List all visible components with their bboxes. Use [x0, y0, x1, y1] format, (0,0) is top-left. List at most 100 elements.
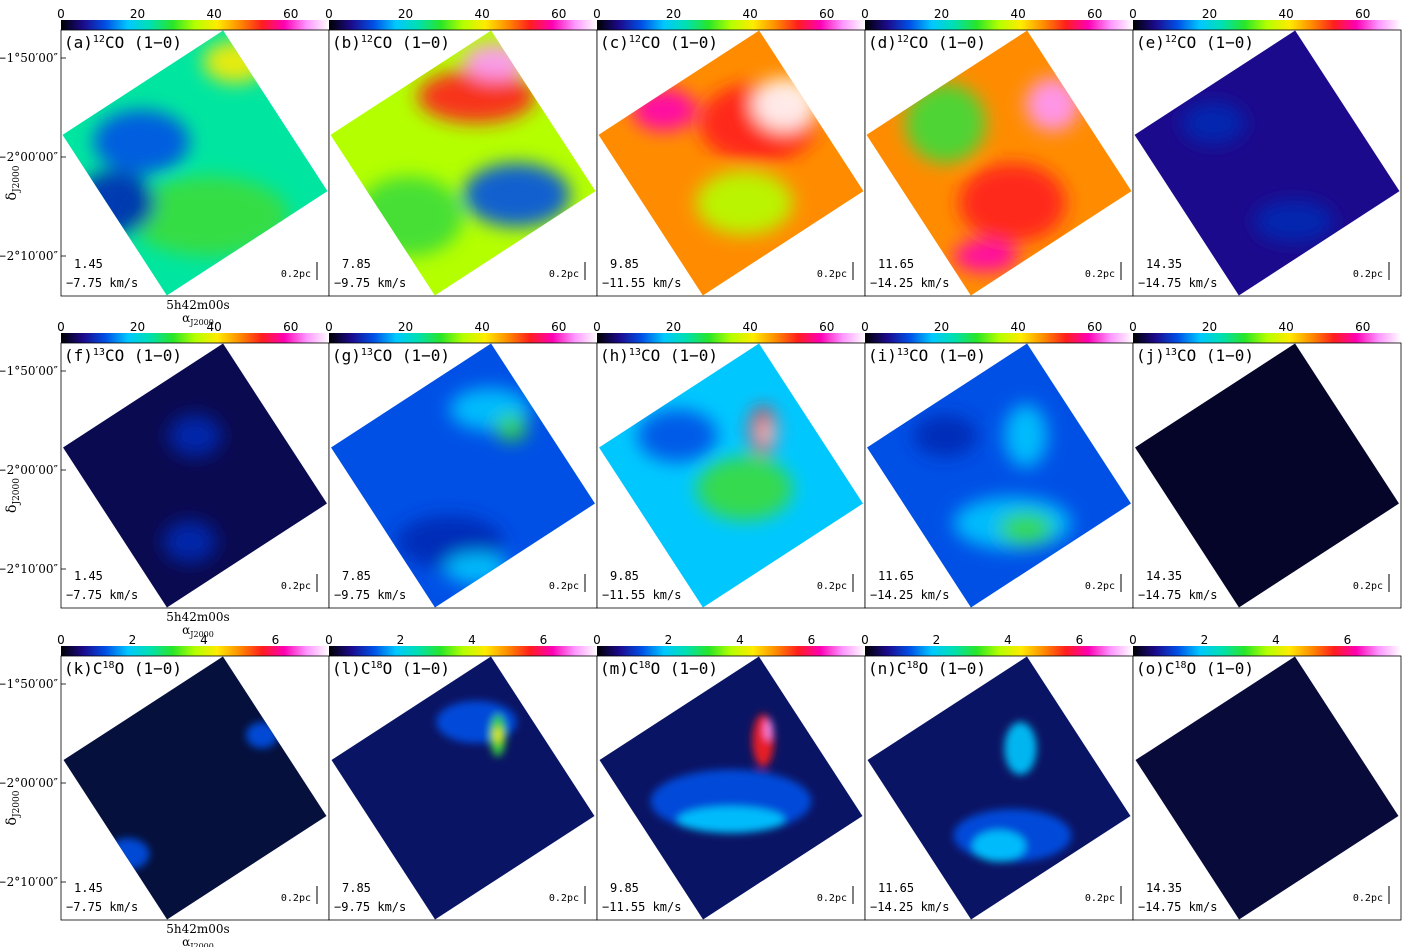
scale-bar-label: 0.2pc — [817, 581, 847, 592]
colorbar-tick-label: 0 — [57, 633, 65, 647]
colorbar-tick-label: 60 — [283, 7, 298, 21]
colorbar-tick-label: 60 — [551, 7, 566, 21]
colorbar-tick-label: 4 — [1004, 633, 1012, 647]
colorbar-tick-label: 2 — [129, 633, 137, 647]
colorbar-tick-label: 6 — [808, 633, 816, 647]
y-tick-label: −2°10′00″ — [0, 562, 59, 576]
colorbar-tick-label: 60 — [1355, 320, 1370, 334]
scale-bar-label: 0.2pc — [1085, 581, 1115, 592]
panel-title: (d)12CO (1−0) — [868, 33, 986, 52]
colorbar-tick-label: 0 — [325, 7, 333, 21]
velocity-low: 14.35 — [1146, 881, 1182, 895]
panel-title: (c)12CO (1−0) — [600, 33, 718, 52]
colorbar-tick-label: 60 — [1087, 320, 1102, 334]
colorbar-tick-label: 0 — [593, 7, 601, 21]
colorbar-tick-label: 4 — [736, 633, 744, 647]
colorbar — [597, 20, 865, 30]
colorbar-tick-label: 60 — [551, 320, 566, 334]
colorbar-tick-label: 6 — [1344, 633, 1352, 647]
velocity-high: −14.75 km/s — [1138, 588, 1217, 602]
velocity-low: 11.65 — [878, 569, 914, 583]
velocity-high: −11.55 km/s — [602, 588, 681, 602]
colorbar-tick-label: 20 — [398, 7, 413, 21]
colorbar-tick-label: 4 — [200, 633, 208, 647]
colorbar — [61, 646, 329, 656]
panel-d: 0204060K km/s(d)12CO (1−0)11.65−14.25 km… — [861, 7, 1134, 297]
y-tick-label: −2°00′00″ — [0, 150, 59, 164]
colorbar-tick-label: 40 — [743, 320, 758, 334]
colorbar-tick-label: 40 — [1279, 320, 1294, 334]
colorbar-tick-label: 20 — [934, 320, 949, 334]
panel-title: (a)12CO (1−0) — [64, 33, 182, 52]
velocity-low: 7.85 — [342, 881, 371, 895]
velocity-low: 9.85 — [610, 257, 639, 271]
velocity-high: −7.75 km/s — [66, 588, 138, 602]
colorbar — [329, 20, 597, 30]
colorbar-tick-label: 6 — [272, 633, 280, 647]
colorbar-tick-label: 0 — [57, 320, 65, 334]
panel-b: 0204060K km/s(b)12CO (1−0)7.85−9.75 km/s… — [325, 7, 598, 297]
colorbar-tick-label: 0 — [325, 320, 333, 334]
colorbar-tick-label: 20 — [130, 320, 145, 334]
scale-bar-label: 0.2pc — [549, 893, 579, 904]
y-tick-label: −2°10′00″ — [0, 875, 59, 889]
panel-h: 0204060K km/s(h)13CO (1−0)9.85−11.55 km/… — [593, 320, 866, 609]
panel-title: (i)13CO (1−0) — [868, 346, 986, 365]
panel-c: 0204060K km/s(c)12CO (1−0)9.85−11.55 km/… — [593, 7, 866, 297]
colorbar-tick-label: 2 — [933, 633, 941, 647]
colorbar-tick-label: 20 — [934, 7, 949, 21]
scale-bar-label: 0.2pc — [281, 269, 311, 280]
velocity-high: −11.55 km/s — [602, 900, 681, 914]
velocity-low: 9.85 — [610, 881, 639, 895]
colorbar-tick-label: 0 — [861, 320, 869, 334]
scale-bar-label: 0.2pc — [281, 893, 311, 904]
colorbar-tick-label: 0 — [1129, 7, 1137, 21]
velocity-high: −14.25 km/s — [870, 900, 949, 914]
colorbar — [1133, 646, 1401, 656]
velocity-high: −11.55 km/s — [602, 276, 681, 290]
colorbar — [329, 333, 597, 343]
panel-title: (j)13CO (1−0) — [1136, 346, 1254, 365]
colorbar-tick-label: 6 — [540, 633, 548, 647]
colorbar-tick-label: 60 — [819, 7, 834, 21]
y-tick-label: −1°50′00″ — [0, 364, 59, 378]
scale-bar-label: 0.2pc — [817, 893, 847, 904]
velocity-high: −14.75 km/s — [1138, 900, 1217, 914]
colorbar — [865, 333, 1133, 343]
velocity-low: 11.65 — [878, 881, 914, 895]
y-tick-label: −2°10′00″ — [0, 249, 59, 263]
velocity-low: 1.45 — [74, 257, 103, 271]
velocity-low: 7.85 — [342, 569, 371, 583]
y-axis-label: δJ2000 — [4, 165, 22, 200]
colorbar-tick-label: 20 — [666, 320, 681, 334]
colorbar-tick-label: 4 — [468, 633, 476, 647]
colorbar-tick-label: 0 — [1129, 633, 1137, 647]
x-axis-label: αJ2000 — [182, 935, 214, 947]
y-tick-label: −2°00′00″ — [0, 776, 59, 790]
velocity-low: 1.45 — [74, 569, 103, 583]
colorbar — [865, 646, 1133, 656]
velocity-low: 11.65 — [878, 257, 914, 271]
scale-bar-label: 0.2pc — [1085, 893, 1115, 904]
scale-bar-label: 0.2pc — [817, 269, 847, 280]
colorbar-tick-label: 20 — [130, 7, 145, 21]
panel-f: 0204060K km/s(f)13CO (1−0)1.45−7.75 km/s… — [57, 320, 330, 609]
velocity-high: −14.75 km/s — [1138, 276, 1217, 290]
panel-title: (m)C18O (1−0) — [600, 659, 718, 678]
panel-title: (n)C18O (1−0) — [868, 659, 986, 678]
velocity-high: −7.75 km/s — [66, 276, 138, 290]
y-axis-label: δJ2000 — [4, 790, 22, 825]
x-axis-label: αJ2000 — [182, 623, 214, 639]
panel-e: 0204060K km/s(e)12CO (1−0)14.35−14.75 km… — [1129, 7, 1402, 297]
y-axis-label: δJ2000 — [4, 478, 22, 513]
velocity-high: −14.25 km/s — [870, 276, 949, 290]
scale-bar-label: 0.2pc — [281, 581, 311, 592]
colorbar-tick-label: 60 — [819, 320, 834, 334]
scale-bar-label: 0.2pc — [1353, 893, 1383, 904]
colorbar — [597, 333, 865, 343]
velocity-low: 9.85 — [610, 569, 639, 583]
panels-layer: 0204060K km/s(a)12CO (1−0)1.45−7.75 km/s… — [57, 7, 1402, 921]
colorbar-tick-label: 60 — [283, 320, 298, 334]
velocity-low: 1.45 — [74, 881, 103, 895]
